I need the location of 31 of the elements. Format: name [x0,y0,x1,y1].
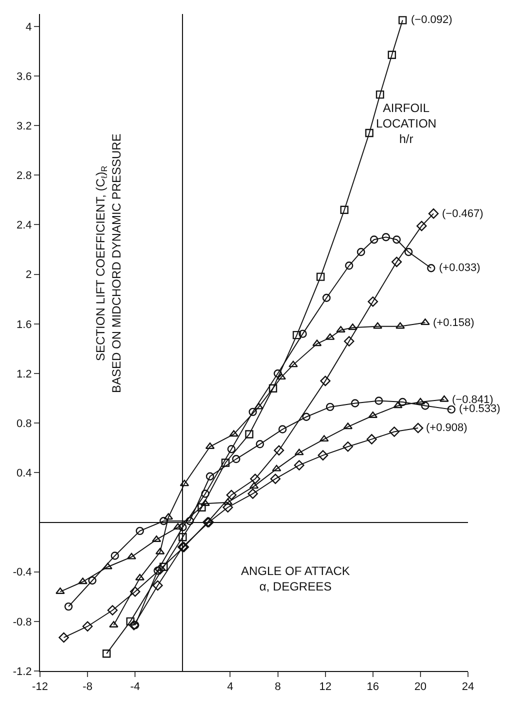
series-label: (+0.533) [459,403,500,415]
x-tick-label: 24 [462,681,474,694]
x-tick-label: -12 [32,681,48,694]
y-tick-label: -1.2 [12,666,32,678]
y-tick-label: 3.6 [16,70,32,83]
y-tick-label: 0.4 [16,468,32,480]
series-label: (−0.841) [452,394,494,406]
x-tick-label: 4 [227,681,234,694]
series-label: (+0.158) [433,317,474,329]
y-tick-label: 1.6 [16,318,32,331]
y-tick-label: 0.8 [16,418,32,430]
y-tick-label: -0.4 [12,566,32,579]
x-tick-label: 8 [274,681,281,694]
y-tick-label: -0.8 [12,616,32,628]
y-tick-label: 2.8 [16,170,32,182]
y-tick-label: 2 [26,269,32,282]
x-axis-title: ANGLE OF ATTACK α, DEGREES [241,564,350,594]
y-tick-label: 1.2 [16,368,32,380]
series-label: (−0.092) [411,14,452,26]
x-tick-label: 16 [366,681,380,694]
y-tick-label: 2.4 [16,220,32,232]
series-label: (+0.908) [426,422,468,434]
x-tick-label: 20 [414,681,427,694]
y-tick-label: 4 [26,21,32,34]
x-tick-label: -8 [82,681,92,694]
x-tick-label: -4 [130,681,140,694]
series-label: (−0.467) [442,208,484,220]
x-tick-label: 12 [319,681,332,694]
annotation: AIRFOIL LOCATION h/r [376,101,436,146]
y-tick-label: 3.2 [16,120,32,132]
series-label: (+0.033) [439,262,480,274]
